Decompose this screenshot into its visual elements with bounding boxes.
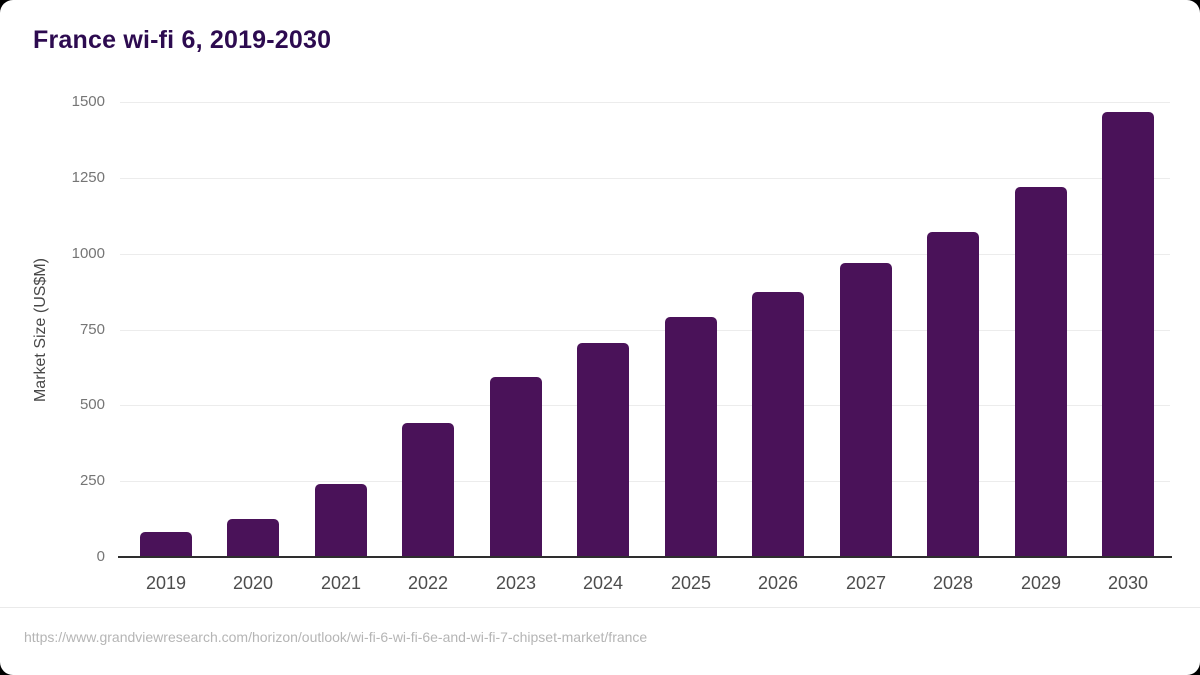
y-tick-label-500: 500 xyxy=(79,396,105,413)
bar-2026 xyxy=(752,292,804,557)
x-tick-label-2024: 2024 xyxy=(582,573,624,593)
x-tick-label-2030: 2030 xyxy=(1107,573,1149,593)
x-tick-label-2020: 2020 xyxy=(232,573,274,593)
source-url: https://www.grandviewresearch.com/horizo… xyxy=(24,629,648,645)
gridline-1500 xyxy=(120,102,1170,103)
x-tick-label-2026: 2026 xyxy=(757,573,799,593)
bar-2024 xyxy=(577,343,629,557)
gridline-500 xyxy=(120,405,1170,406)
y-tick-label-1000: 1000 xyxy=(71,245,105,262)
x-tick-label-2023: 2023 xyxy=(495,573,537,593)
gridline-1000 xyxy=(120,254,1170,255)
bar-2028 xyxy=(927,232,979,557)
bar-2020 xyxy=(227,519,279,557)
gridline-1250 xyxy=(120,178,1170,179)
bar-2022 xyxy=(402,423,454,557)
y-tick-label-750: 750 xyxy=(79,321,105,338)
x-tick-label-2021: 2021 xyxy=(320,573,362,593)
y-tick-label-0: 0 xyxy=(96,548,105,565)
bar-2030 xyxy=(1102,112,1154,557)
chart-title: France wi-fi 6, 2019-2030 xyxy=(33,26,332,54)
x-axis-line xyxy=(118,556,1172,558)
y-tick-label-250: 250 xyxy=(79,472,105,489)
x-tick-label-2028: 2028 xyxy=(932,573,974,593)
gridline-750 xyxy=(120,330,1170,331)
bar-2019 xyxy=(140,532,192,557)
gridline-250 xyxy=(120,481,1170,482)
bar-2025 xyxy=(665,317,717,557)
y-tick-label-1250: 1250 xyxy=(71,169,105,186)
x-tick-label-2029: 2029 xyxy=(1020,573,1062,593)
footer-divider xyxy=(0,607,1200,608)
bar-2023 xyxy=(490,377,542,557)
bar-2027 xyxy=(840,263,892,557)
x-tick-label-2025: 2025 xyxy=(670,573,712,593)
bar-2021 xyxy=(315,484,367,557)
x-tick-label-2027: 2027 xyxy=(845,573,887,593)
x-tick-label-2019: 2019 xyxy=(145,573,187,593)
y-tick-label-1500: 1500 xyxy=(71,93,105,110)
bar-2029 xyxy=(1015,187,1067,557)
x-tick-label-2022: 2022 xyxy=(407,573,449,593)
